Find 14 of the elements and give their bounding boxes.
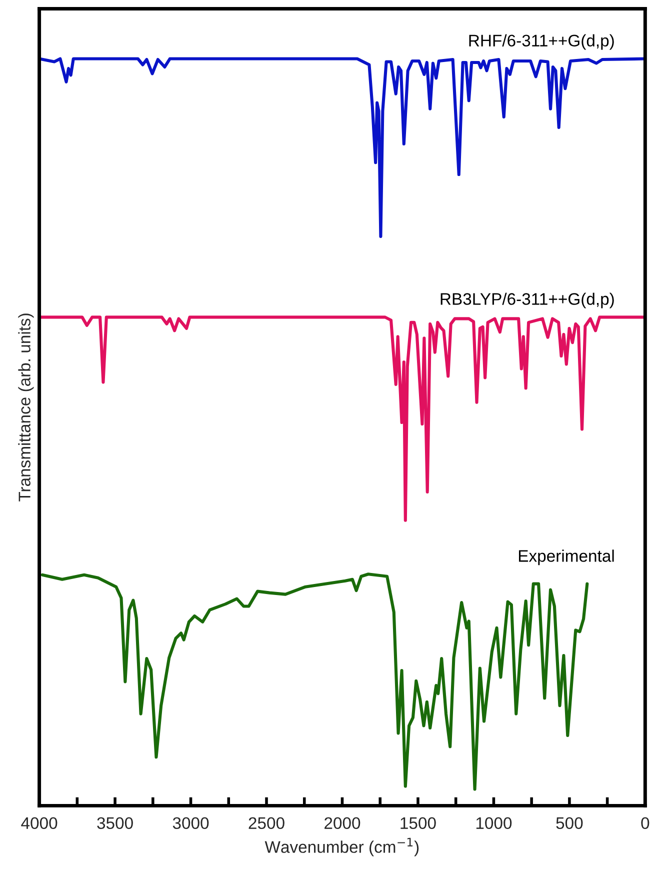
x-axis-title: Wavenumber (cm$^{−1}$): [264, 838, 419, 856]
x-tick-label: 1000: [476, 817, 512, 830]
x-tick-label: 500: [556, 817, 583, 830]
series-label: Experimental: [518, 550, 614, 566]
x-tick-label: 2000: [324, 817, 360, 830]
y-axis-title: Transmittance (arb. units): [18, 314, 34, 502]
x-tick-label: 4000: [21, 817, 58, 830]
x-tick-label: 0: [641, 817, 650, 830]
x-tick-label: 3000: [172, 817, 209, 830]
series-label: RHF/6-311++G(d,p): [469, 34, 614, 50]
x-tick-label: 3500: [97, 817, 133, 830]
x-tick-label: 2500: [248, 817, 284, 830]
x-tick-label: 1500: [400, 817, 436, 830]
series-label: RB3LYP/6-311++G(d,p): [440, 292, 614, 308]
